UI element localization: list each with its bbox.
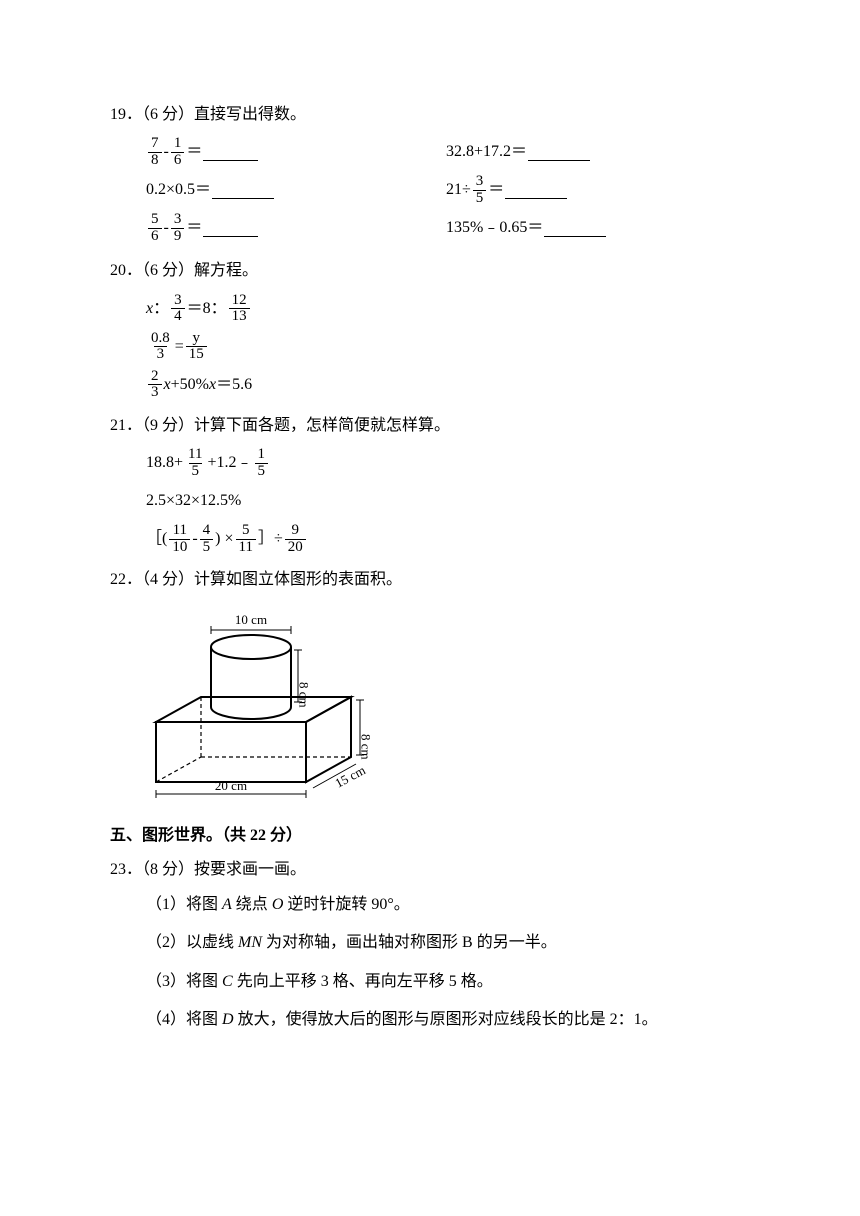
q20-eq3: 23 x+50%x＝5.6 — [146, 367, 750, 403]
q19-col-left: 78 - 16 ＝ 0.2×0.5＝ 56 - 39 ＝ — [146, 134, 446, 248]
label-box-h: 8 cm — [359, 734, 374, 760]
q23-sub4: （4）将图 D 放大，使得放大后的图形与原图形对应线段长的比是 2：1。 — [110, 1005, 750, 1035]
answer-blank[interactable] — [203, 220, 258, 238]
q19-col-right: 32.8+17.2＝ 21÷ 35 ＝ 135%﹣0.65＝ — [446, 134, 750, 248]
fraction: 45 — [200, 523, 214, 556]
section-5-title: 五、图形世界。（共 22 分） — [110, 821, 750, 851]
fraction: 35 — [473, 174, 487, 207]
fraction: y15 — [186, 331, 207, 364]
question-21: 21．（9 分）计算下面各题，怎样简便就怎样算。 18.8+ 115 +1.2﹣… — [110, 411, 750, 557]
question-23: 23．（8 分）按要求画一画。 （1）将图 A 绕点 O 逆时针旋转 90°。 … — [110, 855, 750, 1035]
fraction: 34 — [171, 293, 185, 326]
q19-item-5: 135%﹣0.65＝ — [446, 210, 750, 246]
q19-item-4: 56 - 39 ＝ — [146, 210, 446, 246]
answer-blank[interactable] — [505, 182, 567, 200]
q19-item-0: 78 - 16 ＝ — [146, 134, 446, 170]
label-box-d: 15 cm — [332, 762, 367, 790]
fraction: 920 — [285, 523, 306, 556]
q20-eq2: 0.83 = y15 — [146, 329, 750, 365]
q23-sub3: （3）将图 C 先向上平移 3 格、再向左平移 5 格。 — [110, 967, 750, 997]
q20-head: 20．（6 分）解方程。 — [110, 256, 750, 286]
question-19: 19．（6 分）直接写出得数。 78 - 16 ＝ 0.2×0.5＝ — [110, 100, 750, 248]
question-20: 20．（6 分）解方程。 x： 34 ＝8： 1213 0.83 = y15 2… — [110, 256, 750, 402]
fraction: 15 — [255, 447, 269, 480]
q19-item-2: 0.2×0.5＝ — [146, 172, 446, 208]
q21-line2: 2.5×32×12.5% — [146, 483, 750, 519]
fraction: 56 — [148, 212, 162, 245]
q23-sub1: （1）将图 A 绕点 O 逆时针旋转 90°。 — [110, 890, 750, 920]
fraction: 78 — [148, 136, 162, 169]
fraction: 511 — [236, 523, 256, 556]
q21-line1: 18.8+ 115 +1.2﹣ 15 — [146, 445, 750, 481]
fraction: 0.83 — [148, 331, 173, 364]
answer-blank[interactable] — [528, 144, 590, 162]
q19-item-3: 21÷ 35 ＝ — [446, 172, 750, 208]
q19-item-1: 32.8+17.2＝ — [446, 134, 750, 170]
label-cyl-h: 8 cm — [297, 682, 312, 708]
fraction: 16 — [171, 136, 185, 169]
q22-figure: 10 cm 8 cm 8 cm 20 cm 15 cm — [110, 602, 750, 813]
fraction: 39 — [171, 212, 185, 245]
q22-head: 22．（4 分）计算如图立体图形的表面积。 — [110, 565, 750, 595]
fraction: 1213 — [229, 293, 250, 326]
label-top: 10 cm — [235, 612, 267, 627]
q20-eq1: x： 34 ＝8： 1213 — [146, 291, 750, 327]
solid-figure-svg: 10 cm 8 cm 8 cm 20 cm 15 cm — [146, 602, 376, 802]
answer-blank[interactable] — [544, 220, 606, 238]
q21-body: 18.8+ 115 +1.2﹣ 15 2.5×32×12.5% ［( 1110 … — [110, 445, 750, 557]
answer-blank[interactable] — [203, 144, 258, 162]
q23-sub2: （2）以虚线 MN 为对称轴，画出轴对称图形 B 的另一半。 — [110, 928, 750, 958]
q21-line3: ［( 1110 - 45 ) × 511 ］÷ 920 — [146, 521, 750, 557]
q20-body: x： 34 ＝8： 1213 0.83 = y15 23 x+50%x＝5.6 — [110, 291, 750, 403]
answer-blank[interactable] — [212, 182, 274, 200]
fraction: 115 — [185, 447, 205, 480]
q19-body: 78 - 16 ＝ 0.2×0.5＝ 56 - 39 ＝ — [110, 134, 750, 248]
label-box-w: 20 cm — [215, 778, 247, 793]
question-22: 22．（4 分）计算如图立体图形的表面积。 10 cm — [110, 565, 750, 813]
q23-head: 23．（8 分）按要求画一画。 — [110, 855, 750, 885]
fraction: 1110 — [169, 523, 190, 556]
q21-head: 21．（9 分）计算下面各题，怎样简便就怎样算。 — [110, 411, 750, 441]
q19-head: 19．（6 分）直接写出得数。 — [110, 100, 750, 130]
fraction: 23 — [148, 369, 162, 402]
